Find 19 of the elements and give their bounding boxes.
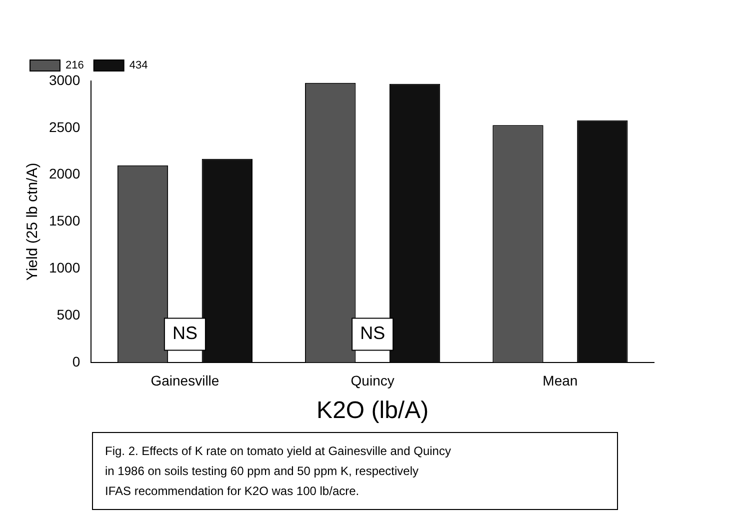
y-tick-label: 2000 xyxy=(48,166,80,182)
annotation: NS xyxy=(172,323,198,344)
text: in 1986 on soils testing 60 ppm and 50 ppm K, respectively xyxy=(105,463,420,480)
annotation: NS xyxy=(360,323,386,344)
x-axis-title: K2O (lb/A) xyxy=(316,397,429,424)
legend-label: 216 xyxy=(66,60,84,72)
y-tick-label: 1500 xyxy=(48,212,80,229)
caption: Fig. 2. Effects of K rate on tomato yield at Gainesville and Quincy xyxy=(105,443,452,460)
y-tick-label: 0 xyxy=(72,353,80,370)
legend-label: 434 xyxy=(129,60,148,72)
y-tick-label: 2500 xyxy=(48,118,80,135)
text: IFAS recommendation for K2O was 100 lb/acre. xyxy=(105,483,360,500)
y-axis-title: Yield (25 lb ctn/A) xyxy=(24,162,42,281)
x-tick-label: Gainesville xyxy=(150,372,220,389)
x-tick-label: Quincy xyxy=(350,372,394,389)
y-tick-label: 3000 xyxy=(48,72,80,88)
x-tick-label: Mean xyxy=(542,372,578,389)
y-tick-label: 500 xyxy=(56,306,80,322)
y-tick-label: 1000 xyxy=(48,259,80,276)
